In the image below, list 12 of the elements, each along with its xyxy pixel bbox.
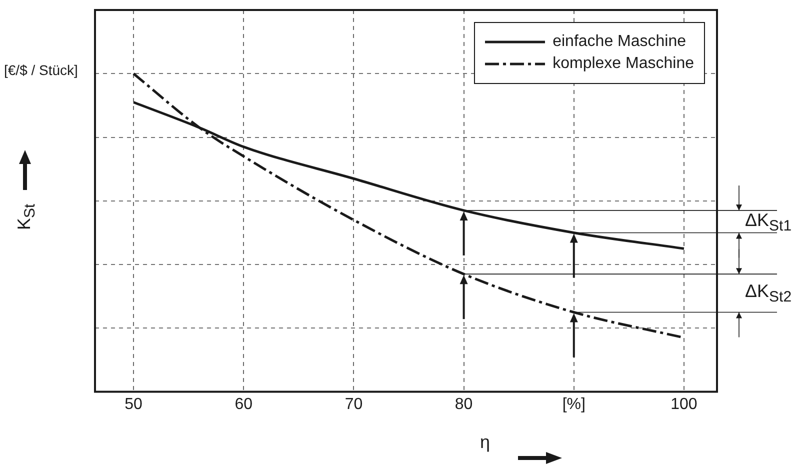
- text: [€/$ / Stück]: [4, 62, 78, 78]
- x-tick-label: 50: [124, 396, 143, 413]
- legend-label: einfache Maschine: [552, 33, 686, 51]
- x-tick-label: [%]: [562, 396, 586, 413]
- text: ΔK$_{St2}$: [745, 281, 792, 306]
- x-tick-label: 100: [670, 396, 698, 413]
- x-axis-title: η: [480, 432, 490, 453]
- x-tick-label: 60: [234, 396, 253, 413]
- x-tick-label: 80: [454, 396, 473, 413]
- legend-label: komplexe Maschine: [552, 55, 694, 73]
- text: ΔK$_{St1}$: [745, 210, 792, 234]
- x-tick-label: 70: [344, 396, 363, 413]
